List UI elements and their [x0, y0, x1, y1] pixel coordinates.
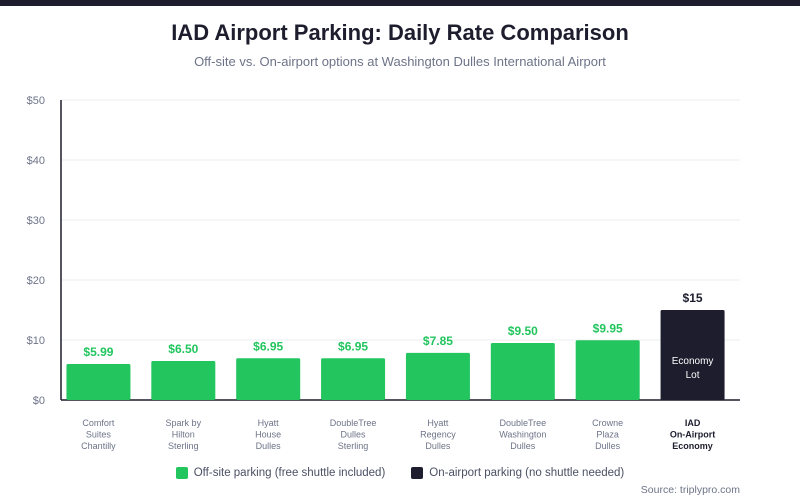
- bar-value-label: $9.95: [593, 321, 623, 335]
- bar-value-label: $6.95: [253, 339, 283, 353]
- chart-subtitle: Off-site vs. On-airport options at Washi…: [194, 54, 606, 69]
- x-tick-label: Hilton: [172, 430, 195, 440]
- bar-value-label: $9.50: [508, 324, 538, 338]
- x-tick-label: Hyatt: [258, 418, 280, 428]
- legend-label-offsite: Off-site parking (free shuttle included): [193, 467, 386, 479]
- source-credit: Source: triplypro.com: [640, 484, 740, 496]
- bar: [575, 340, 640, 400]
- top-accent-bar: [0, 0, 800, 6]
- bar: [236, 358, 301, 400]
- x-tick-label: Crowne: [592, 418, 623, 428]
- bar-annotation: Lot: [686, 370, 700, 381]
- bar-annotation: Economy: [672, 356, 714, 367]
- chart-title: IAD Airport Parking: Daily Rate Comparis…: [171, 20, 629, 45]
- bar-value-label: $6.50: [168, 342, 198, 356]
- x-tick-label: Washington: [499, 430, 546, 440]
- bar: [405, 352, 470, 400]
- legend-swatch-onairport: [411, 467, 424, 479]
- x-tick-label: Plaza: [596, 430, 619, 440]
- y-tick-label: $20: [27, 275, 45, 287]
- x-tick-label: House: [255, 430, 281, 440]
- x-tick-label: DoubleTree: [330, 418, 377, 428]
- bar: [490, 343, 555, 400]
- legend-swatch-offsite: [175, 467, 188, 479]
- x-tick-label: Sterling: [168, 441, 199, 451]
- x-tick-label: Economy: [672, 441, 713, 451]
- x-tick-label: Comfort: [82, 418, 115, 428]
- legend-label-onairport: On-airport parking (no shuttle needed): [429, 467, 625, 479]
- legend-item-onairport: On-airport parking (no shuttle needed): [411, 467, 624, 479]
- x-tick-label: IAD: [685, 418, 701, 428]
- x-tick-label: Dulles: [256, 441, 282, 451]
- x-tick-label: Sterling: [338, 441, 369, 451]
- bar: [66, 364, 131, 400]
- y-tick-label: $10: [27, 335, 45, 347]
- y-tick-label: $40: [27, 155, 45, 167]
- x-tick-label: Regency: [420, 430, 456, 440]
- x-tick-label: Suites: [86, 430, 112, 440]
- bar: [151, 361, 216, 400]
- bar-value-label: $7.85: [423, 334, 453, 348]
- bar-value-label: $5.99: [83, 345, 113, 359]
- bar: [321, 358, 386, 400]
- x-tick-label: Dulles: [425, 441, 451, 451]
- x-tick-label: Dulles: [341, 430, 367, 440]
- legend-item-offsite: Off-site parking (free shuttle included): [175, 467, 386, 479]
- x-tick-label: Dulles: [595, 441, 621, 451]
- x-tick-label: On-Airport: [670, 430, 716, 440]
- y-tick-label: $30: [27, 215, 45, 227]
- y-tick-label: $50: [27, 95, 45, 107]
- x-tick-label: Hyatt: [427, 418, 449, 428]
- x-tick-label: DoubleTree: [499, 418, 546, 428]
- chart-legend: Off-site parking (free shuttle included)…: [0, 467, 800, 479]
- bar-value-label: $6.95: [338, 339, 368, 353]
- y-tick-label: $0: [33, 395, 45, 407]
- x-tick-label: Dulles: [510, 441, 536, 451]
- x-tick-label: Chantilly: [81, 441, 116, 451]
- bar-value-label: $15: [683, 291, 703, 305]
- bar: [660, 310, 725, 400]
- x-tick-label: Spark by: [166, 418, 202, 428]
